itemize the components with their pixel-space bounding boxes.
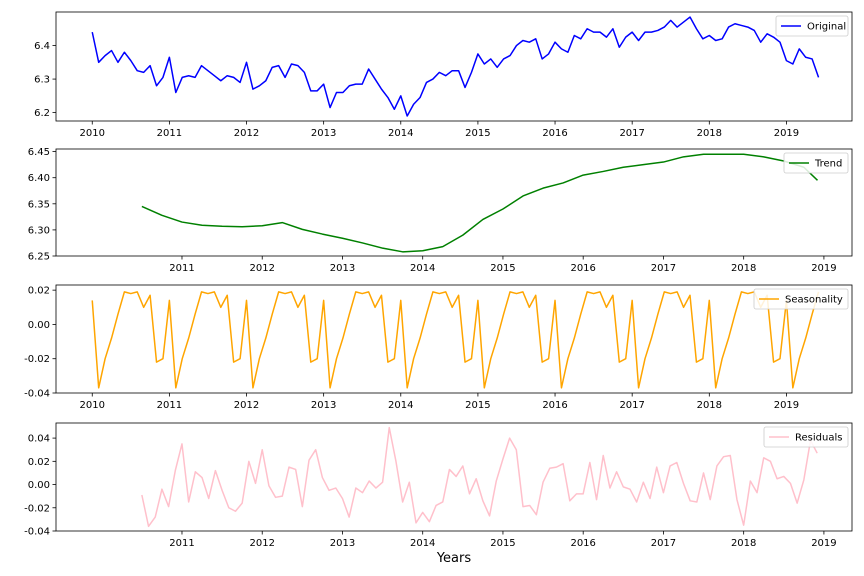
x-tick-label: 2018: [731, 538, 756, 549]
x-tick-label: 2016: [542, 128, 567, 139]
legend-label: Trend: [814, 159, 842, 170]
x-tick-label: 2014: [388, 128, 413, 139]
x-tick-label: 2019: [774, 400, 799, 411]
x-tick-label: 2014: [410, 538, 435, 549]
y-tick-label: 0.02: [28, 457, 50, 468]
x-tick-label: 2019: [774, 128, 799, 139]
x-tick-label: 2016: [570, 538, 595, 549]
legend-box: [775, 15, 849, 37]
x-tick-label: 2013: [330, 538, 355, 549]
series-line-trend: [141, 153, 819, 253]
y-tick-label: 0.04: [28, 434, 50, 445]
axes-frame: [55, 11, 853, 122]
y-tick-label: 6.25: [28, 252, 50, 263]
y-tick-label: 0.00: [28, 480, 50, 491]
y-tick-label: 6.30: [28, 225, 50, 236]
x-tick-label: 2017: [651, 538, 676, 549]
x-tick-label: 2011: [169, 263, 194, 274]
x-tick-label: 2011: [169, 538, 194, 549]
axes-frame: [55, 284, 853, 394]
x-tick-label: 2012: [249, 538, 274, 549]
y-tick-label: -0.02: [24, 354, 50, 365]
legend-label: Original: [807, 22, 846, 33]
y-tick-label: 6.2: [34, 108, 50, 119]
x-tick-label: 2017: [619, 128, 644, 139]
panel-trend: 2011 2012 2013 2014 2015 2016 2017 2018 2019 6.25…: [28, 147, 853, 274]
x-tick-label: 2019: [811, 263, 836, 274]
y-tick-label: 6.45: [28, 147, 50, 158]
panel-residuals: 2011 2012 2013 2014 2015 2016 2017 2018 2019 -0.0…: [24, 422, 853, 549]
axes-frame: [55, 422, 853, 532]
x-axis-label: Years: [436, 551, 472, 566]
legend-box: [763, 426, 849, 448]
legend-label: Residuals: [795, 433, 842, 444]
y-tick-label: 6.3: [34, 75, 50, 86]
x-tick-label: 2011: [157, 400, 182, 411]
panel-seasonality: 2010 2011 2012 2013 2014 2015 2016 2017 2018 2019…: [24, 284, 853, 411]
x-tick-label: 2013: [311, 400, 336, 411]
x-tick-label: 2015: [490, 538, 515, 549]
x-tick-label: 2015: [490, 263, 515, 274]
x-tick-label: 2013: [330, 263, 355, 274]
x-tick-label: 2018: [697, 400, 722, 411]
y-tick-label: 0.00: [28, 320, 50, 331]
series-line-seasonality: [91, 291, 820, 389]
x-tick-label: 2012: [234, 400, 259, 411]
axes-frame: [55, 148, 853, 257]
y-tick-label: 6.4: [34, 41, 50, 52]
x-tick-label: 2015: [465, 400, 490, 411]
x-tick-label: 2013: [311, 128, 336, 139]
series-line-residuals: [141, 426, 818, 528]
x-tick-label: 2015: [465, 128, 490, 139]
x-tick-label: 2010: [80, 128, 105, 139]
x-tick-label: 2012: [249, 263, 274, 274]
legend-box: [783, 152, 849, 174]
y-tick-label: -0.02: [24, 503, 50, 514]
x-tick-label: 2011: [157, 128, 182, 139]
x-tick-label: 2014: [410, 263, 435, 274]
series-line-original: [91, 16, 820, 117]
x-tick-label: 2016: [570, 263, 595, 274]
x-tick-label: 2018: [697, 128, 722, 139]
x-tick-label: 2010: [80, 400, 105, 411]
y-tick-label: 6.35: [28, 199, 50, 210]
x-tick-label: 2014: [388, 400, 413, 411]
y-tick-label: 6.40: [28, 173, 50, 184]
x-tick-label: 2018: [731, 263, 756, 274]
panel-original: 2010 2011 2012 2013 2014 2015 2016 2017 2018 2019…: [34, 11, 853, 139]
x-tick-label: 2019: [811, 538, 836, 549]
y-tick-label: -0.04: [24, 389, 50, 400]
y-tick-label: -0.04: [24, 527, 50, 538]
y-tick-label: 0.02: [28, 286, 50, 297]
legend-label: Seasonality: [785, 295, 843, 306]
x-tick-label: 2012: [234, 128, 259, 139]
x-tick-label: 2016: [542, 400, 567, 411]
x-tick-label: 2017: [619, 400, 644, 411]
legend-box: [753, 288, 849, 310]
x-tick-label: 2017: [651, 263, 676, 274]
